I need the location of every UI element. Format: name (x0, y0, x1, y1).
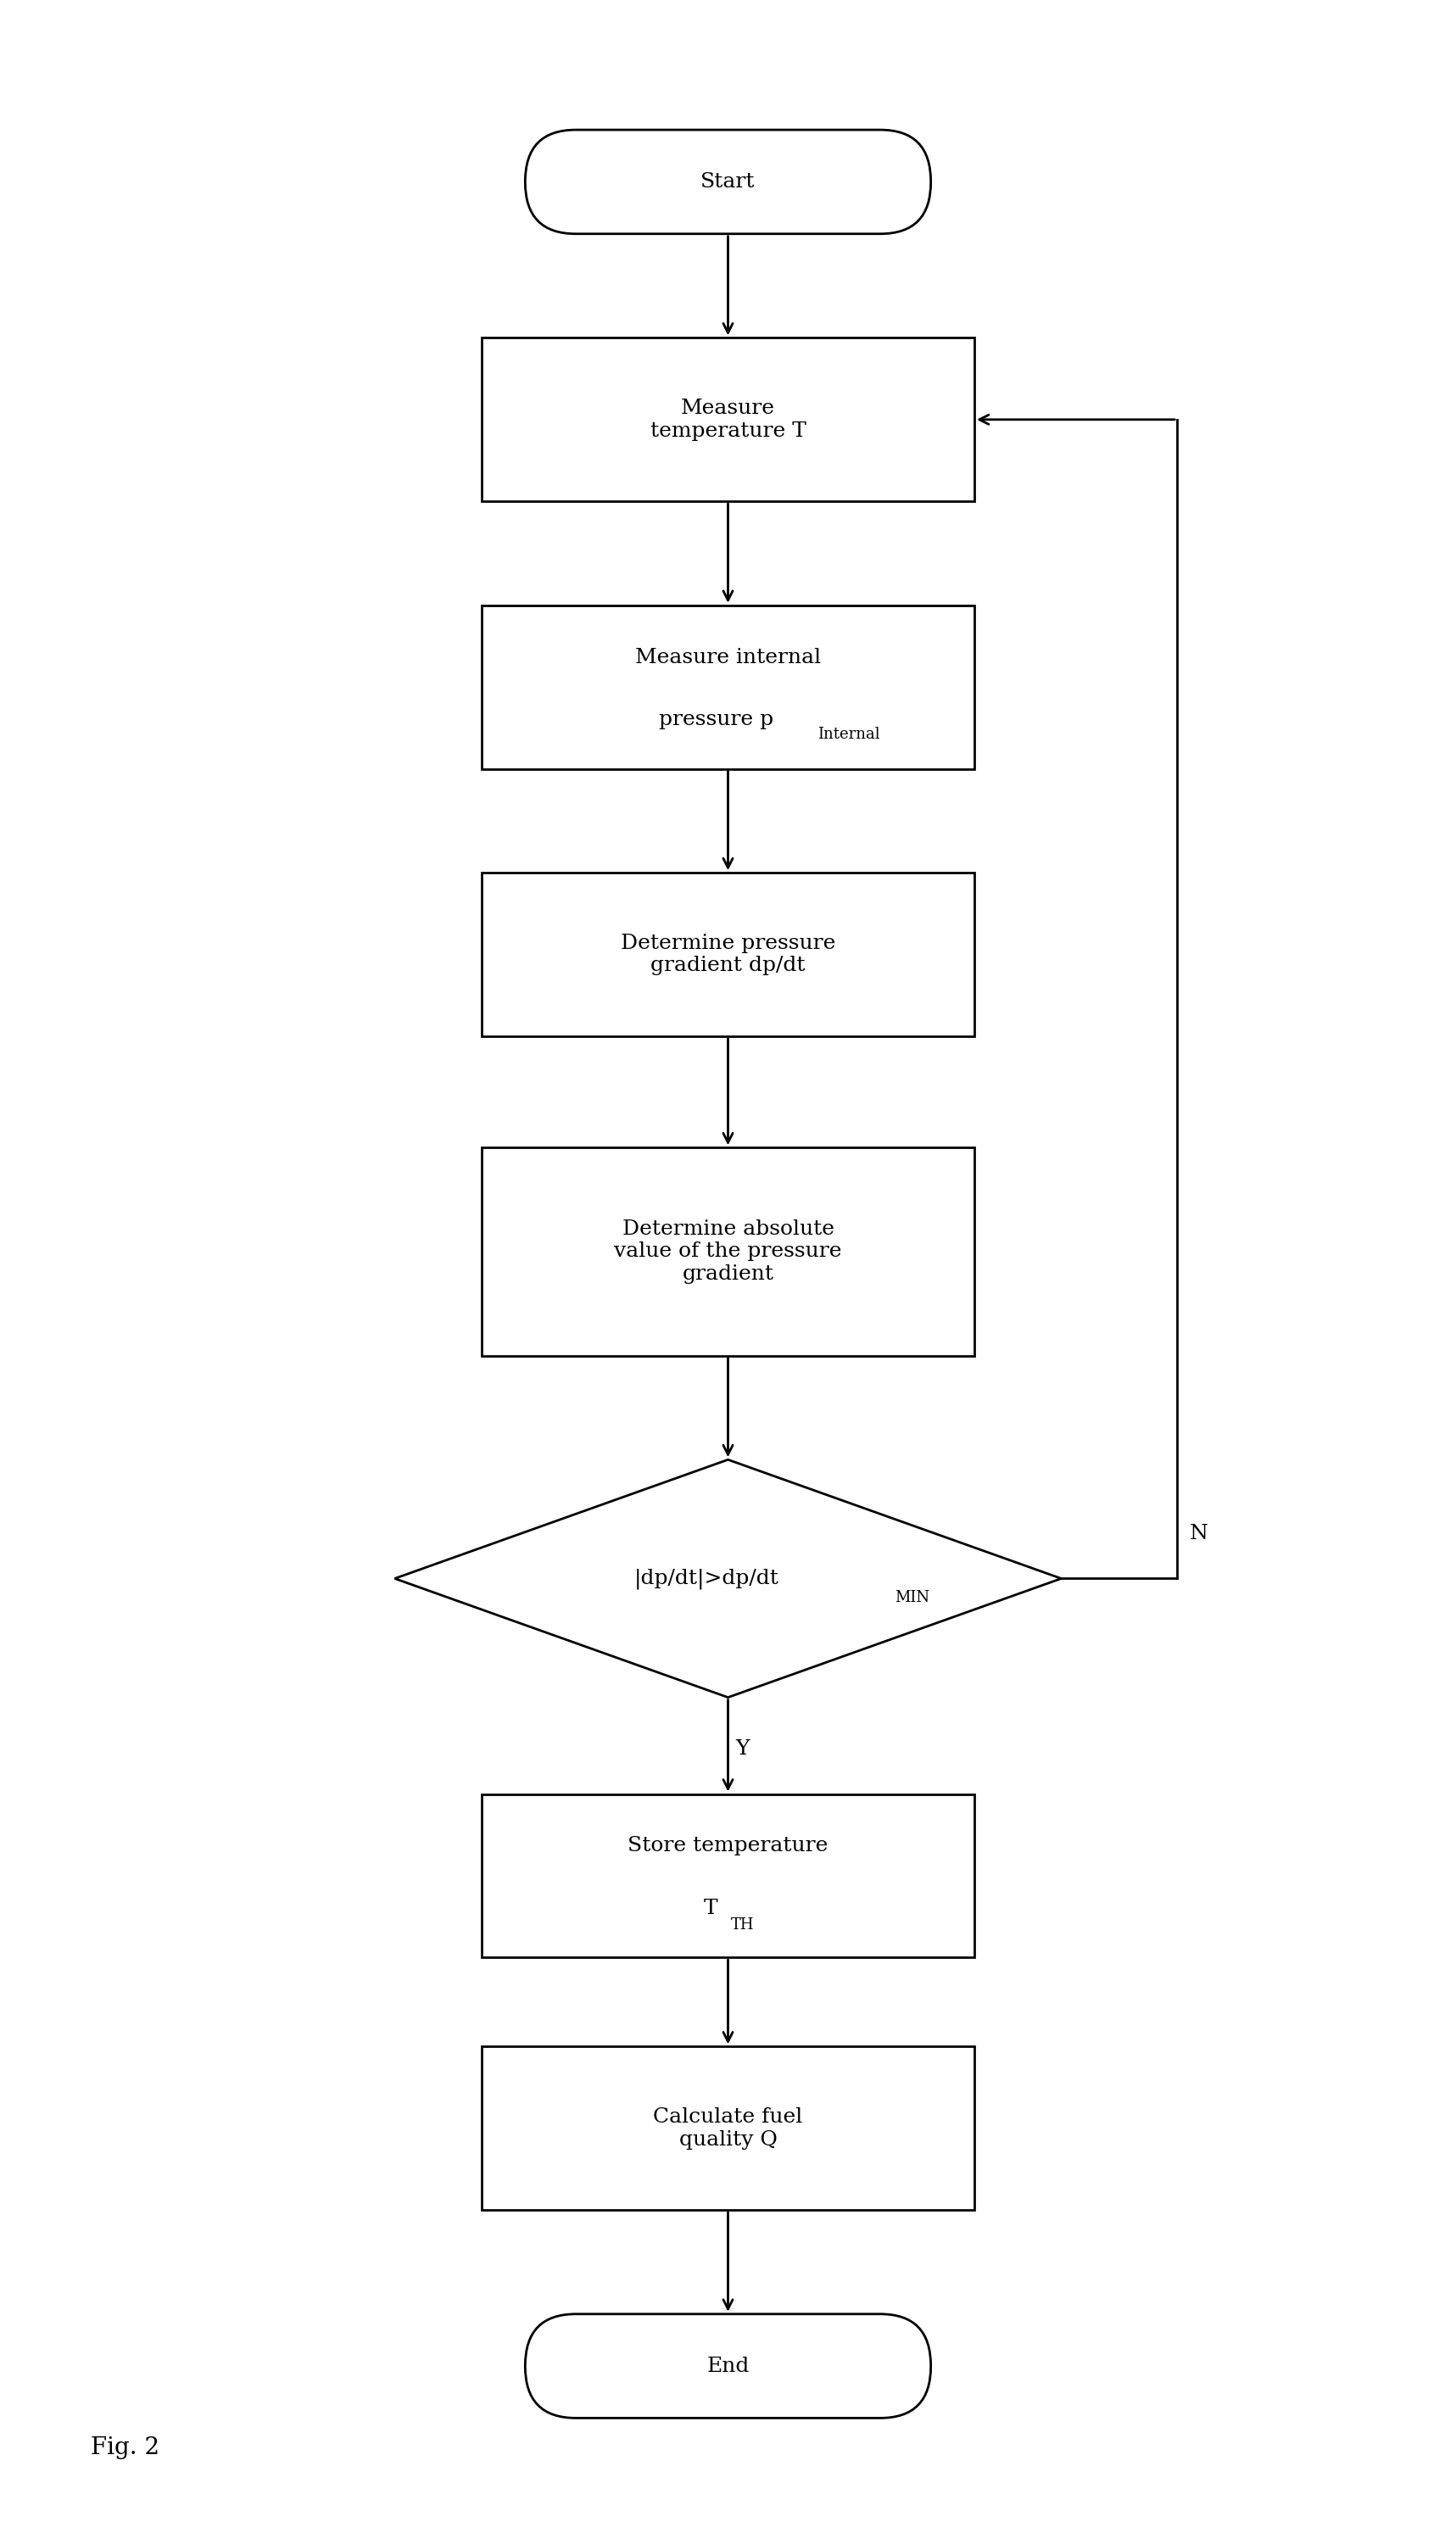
Polygon shape (395, 1459, 1061, 1697)
Text: Store temperature: Store temperature (628, 1836, 828, 1857)
Text: Determine pressure
gradient dp/dt: Determine pressure gradient dp/dt (620, 935, 836, 975)
Bar (482, 605, 974, 767)
Text: Determine absolute
value of the pressure
gradient: Determine absolute value of the pressure… (614, 1218, 842, 1284)
Bar (482, 874, 974, 1036)
Text: |dp/dt|>dp/dt: |dp/dt|>dp/dt (633, 1568, 779, 1588)
FancyBboxPatch shape (526, 2315, 930, 2419)
Bar (482, 1147, 974, 1355)
Text: N: N (1190, 1525, 1208, 1543)
Text: Y: Y (735, 1740, 750, 1758)
Text: TH: TH (731, 1917, 754, 1933)
Text: Measure internal: Measure internal (635, 648, 821, 666)
Text: T: T (703, 1900, 718, 1917)
Text: MIN: MIN (894, 1591, 929, 1606)
FancyBboxPatch shape (526, 129, 930, 233)
Text: Internal: Internal (818, 727, 881, 742)
Text: pressure p: pressure p (660, 709, 773, 730)
Text: Fig. 2: Fig. 2 (90, 2437, 159, 2460)
Text: Calculate fuel
quality Q: Calculate fuel quality Q (654, 2107, 802, 2151)
Text: Measure
temperature T: Measure temperature T (649, 398, 807, 441)
Text: End: End (706, 2356, 750, 2376)
Text: Start: Start (700, 172, 756, 193)
Bar (482, 2047, 974, 2209)
Bar (482, 1793, 974, 1958)
Bar (482, 337, 974, 502)
